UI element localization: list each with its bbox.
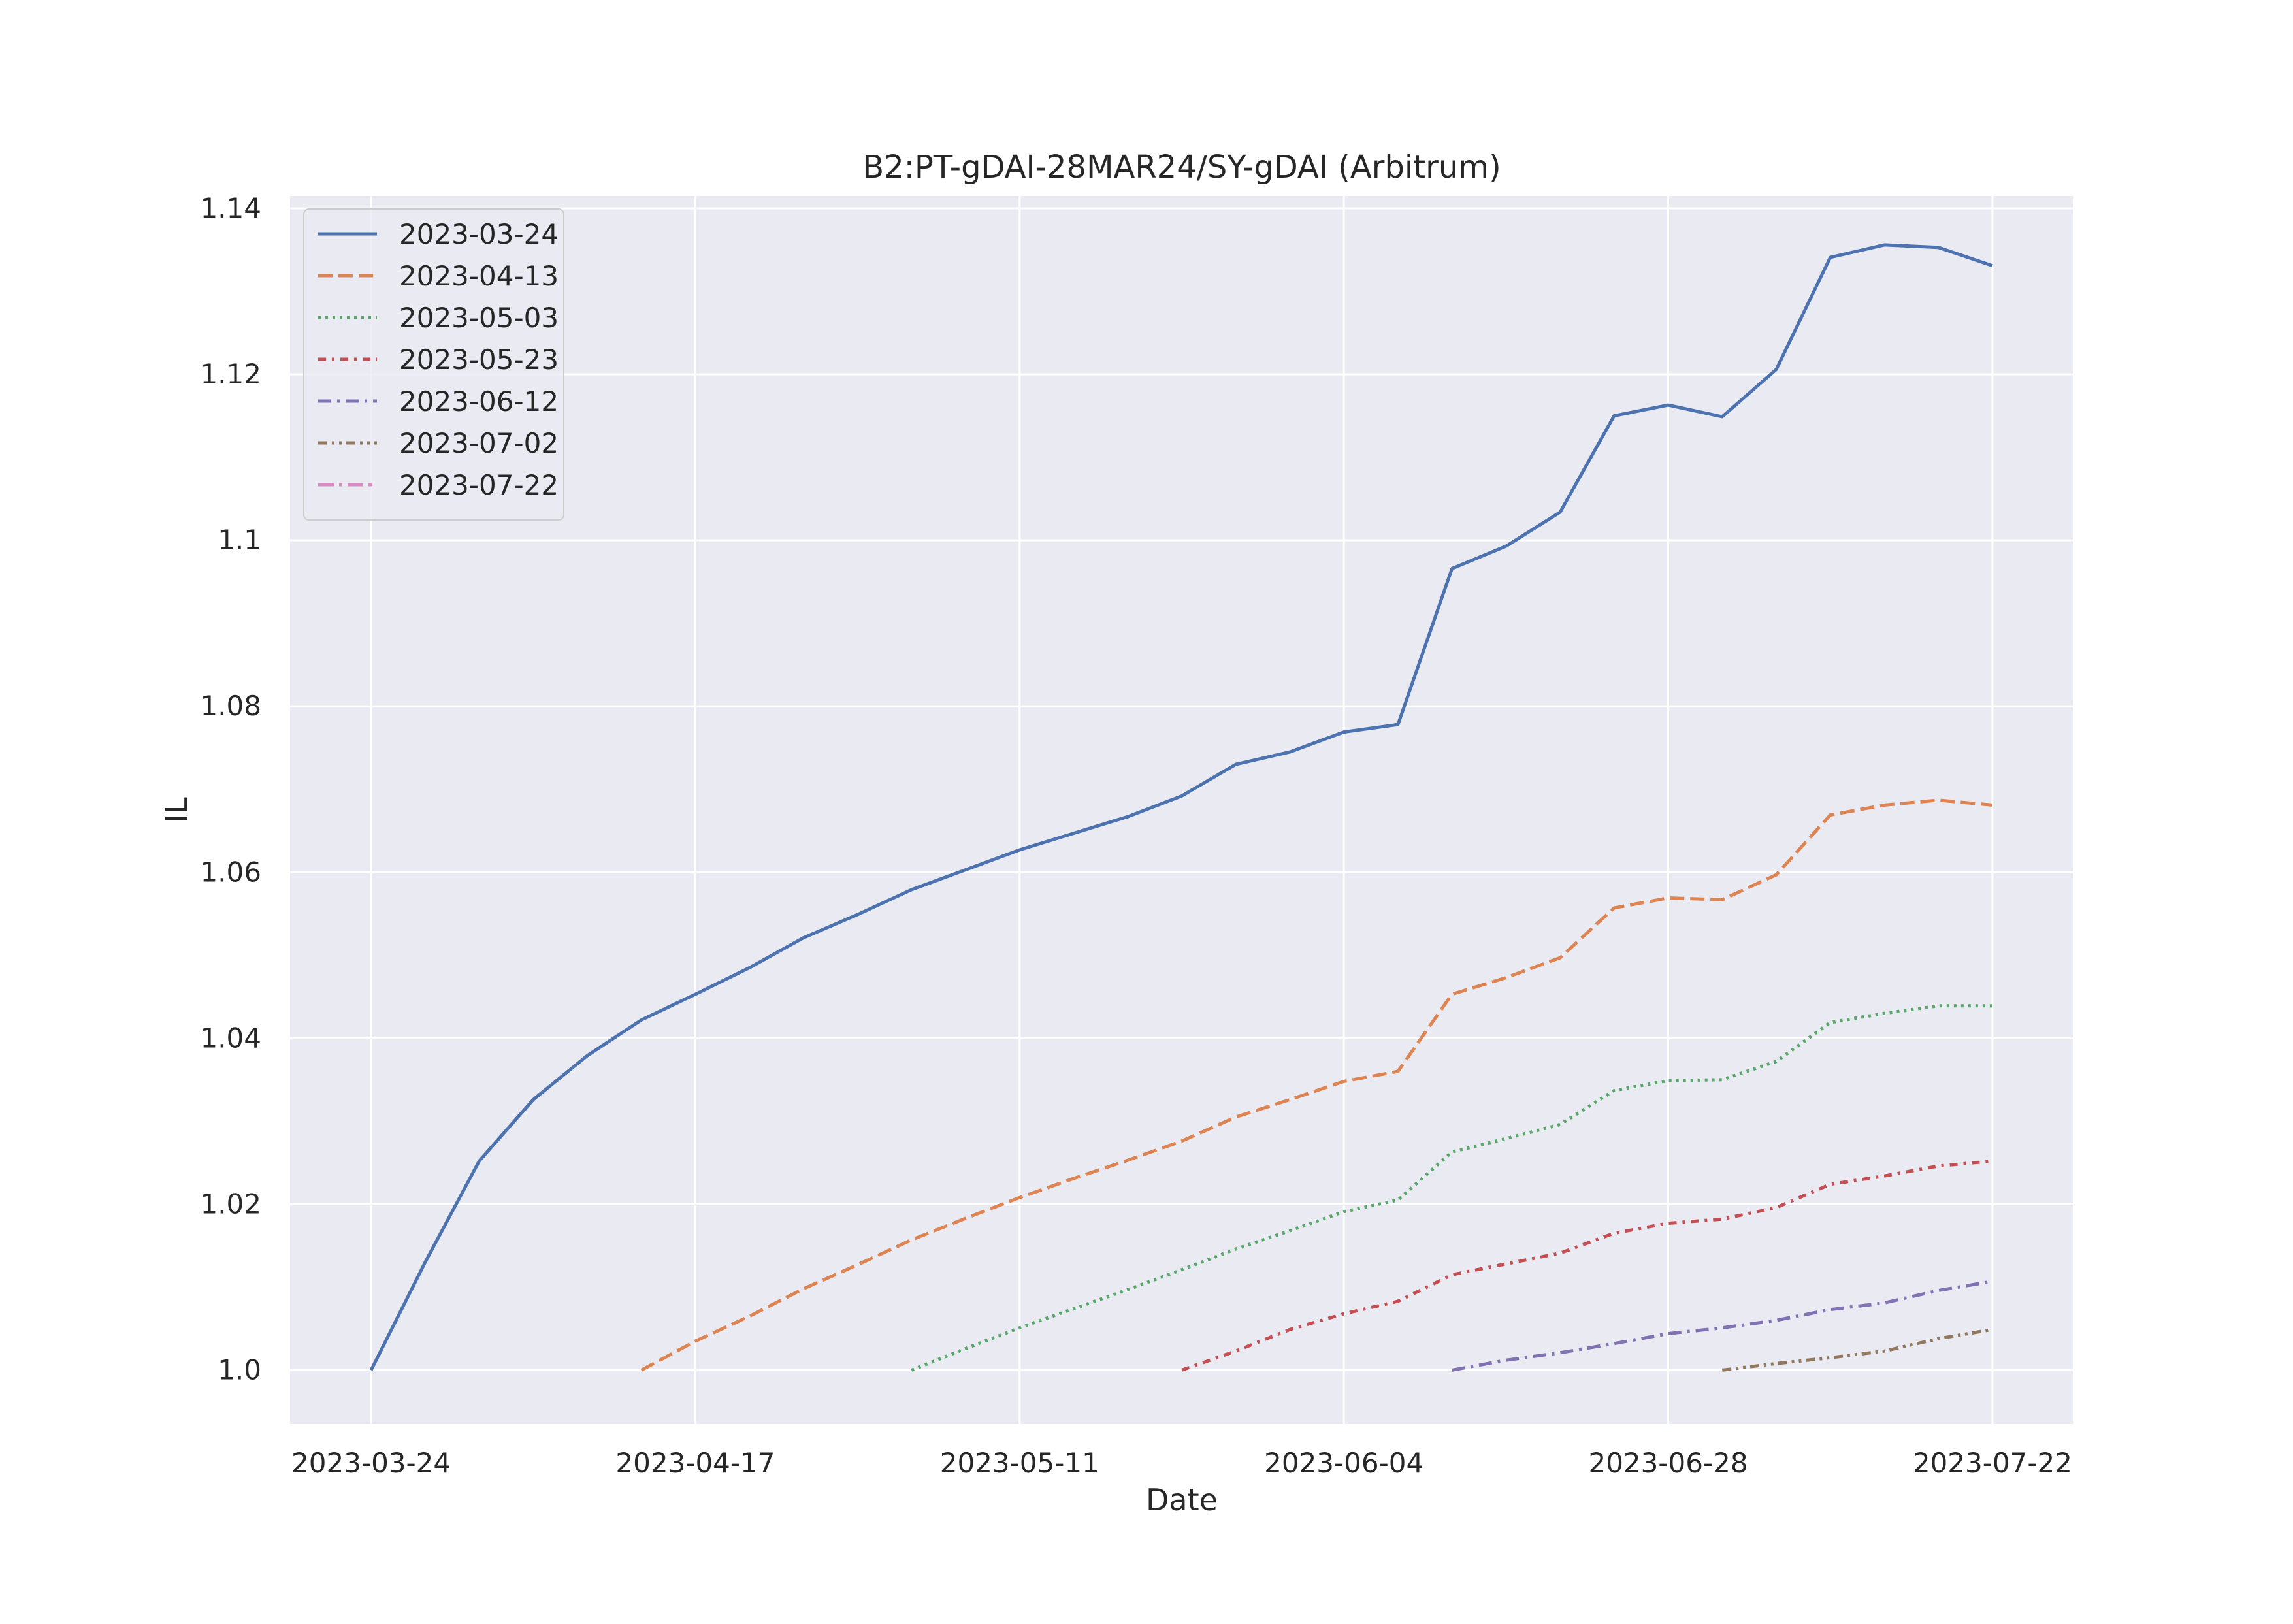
legend-label: 2023-03-24 xyxy=(399,218,559,250)
y-tick-label: 1.08 xyxy=(200,690,261,722)
series-line-2023-05-23 xyxy=(1181,1159,1993,1372)
series-lines xyxy=(369,243,1993,1372)
grid-lines xyxy=(290,196,2073,1424)
x-tick-label: 2023-07-22 xyxy=(1913,1447,2072,1479)
tick-labels: 2023-03-24 2023-04-17 2023-05-11 2023-06-04… xyxy=(200,192,2072,1479)
legend-label: 2023-05-03 xyxy=(399,302,559,334)
series-line-2023-03-24 xyxy=(369,243,1993,1371)
y-tick-label: 1.06 xyxy=(200,856,261,888)
y-tick-label: 1.12 xyxy=(200,358,261,390)
x-tick-label: 2023-03-24 xyxy=(291,1447,451,1479)
plot-background xyxy=(290,196,2073,1424)
y-tick-label: 1.1 xyxy=(218,524,261,556)
y-tick-label: 1.04 xyxy=(200,1022,261,1054)
y-tick-label: 1.0 xyxy=(218,1354,261,1386)
x-tick-label: 2023-06-04 xyxy=(1264,1447,1423,1479)
y-tick-label: 1.02 xyxy=(200,1188,261,1220)
legend: 2023-03-24 2023-04-13 2023-05-03 2023-05-23… xyxy=(303,208,564,521)
y-tick-label: 1.14 xyxy=(200,192,261,224)
chart-title: B2:PT-gDAI-28MAR24/SY-gDAI (Arbitrum) xyxy=(862,149,1501,186)
x-axis-title: Date xyxy=(1146,1482,1218,1518)
x-tick-label: 2023-05-11 xyxy=(940,1447,1099,1479)
x-tick-label: 2023-06-28 xyxy=(1588,1447,1748,1479)
y-axis-title: IL xyxy=(159,797,194,823)
legend-label: 2023-07-22 xyxy=(399,469,559,501)
legend-label: 2023-07-02 xyxy=(399,427,559,459)
legend-label: 2023-04-13 xyxy=(399,260,559,292)
series-line-2023-07-02 xyxy=(1721,1327,1993,1372)
series-line-2023-04-13 xyxy=(640,798,1993,1372)
legend-label: 2023-06-12 xyxy=(399,385,559,417)
series-line-2023-06-12 xyxy=(1452,1280,1993,1372)
legend-label: 2023-05-23 xyxy=(399,344,559,376)
x-tick-label: 2023-04-17 xyxy=(615,1447,775,1479)
